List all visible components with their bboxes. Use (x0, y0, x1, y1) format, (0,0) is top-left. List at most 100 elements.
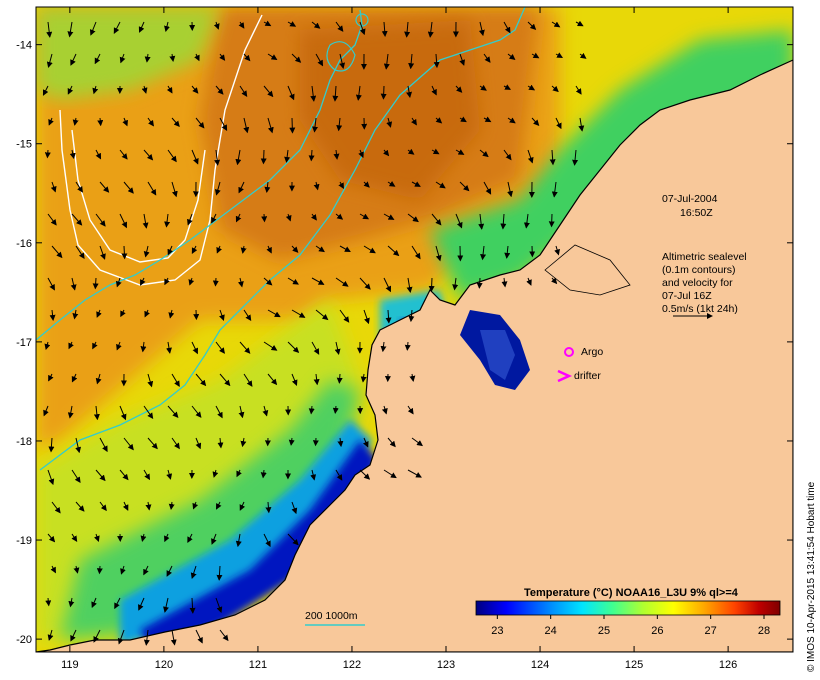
velocity-arrow (166, 85, 173, 94)
lat-tick-label: -18 (16, 436, 32, 448)
velocity-arrow (212, 469, 219, 478)
velocity-arrow (217, 437, 224, 449)
velocity-arrow (44, 149, 51, 159)
velocity-arrow (360, 373, 367, 383)
velocity-arrow (119, 149, 128, 160)
velocity-arrow (67, 21, 74, 38)
velocity-arrow (380, 85, 387, 100)
velocity-arrow (219, 117, 228, 132)
velocity-arrow (72, 309, 79, 320)
velocity-arrow (411, 181, 421, 187)
velocity-arrow (407, 469, 422, 478)
velocity-arrow (339, 309, 350, 323)
velocity-arrow (141, 85, 148, 94)
velocity-arrow (48, 437, 55, 453)
velocity-arrow (143, 405, 154, 420)
velocity-arrow (359, 213, 370, 220)
velocity-arrow (435, 117, 443, 124)
altimetry-line-1: Altimetric sealevel (662, 251, 747, 263)
velocity-arrow (119, 405, 127, 421)
velocity-arrow (455, 213, 463, 229)
velocity-arrow (338, 181, 344, 189)
velocity-arrow (119, 213, 127, 229)
colorbar-tick-label: 25 (598, 625, 610, 637)
lon-tick-label: 122 (343, 659, 361, 671)
velocity-arrow (95, 213, 106, 227)
velocity-arrow (145, 501, 152, 511)
velocity-arrow (267, 53, 278, 61)
velocity-arrow (143, 149, 154, 161)
velocity-arrow (406, 85, 413, 99)
velocity-arrow (92, 341, 98, 350)
velocity-arrow (89, 21, 97, 36)
velocity-arrow (263, 533, 271, 548)
velocity-arrow (383, 149, 390, 157)
lat-tick-label: -14 (16, 40, 32, 52)
velocity-arrow (335, 213, 344, 220)
velocity-arrow (313, 181, 320, 191)
velocity-arrow (503, 84, 512, 90)
velocity-arrow (455, 85, 463, 93)
velocity-arrow (387, 245, 400, 257)
velocity-arrow (122, 117, 128, 127)
velocity-arrow (164, 213, 171, 228)
velocity-arrow (147, 117, 154, 127)
depth-contour-1000m (36, 9, 363, 341)
velocity-arrow (147, 181, 157, 196)
velocity-arrow (46, 53, 53, 68)
velocity-arrow (219, 373, 231, 387)
velocity-arrow (167, 149, 177, 163)
velocity-arrow (96, 565, 103, 575)
velocity-arrow (75, 437, 82, 454)
velocity-arrow (71, 469, 81, 484)
sealevel-contour (71, 129, 206, 263)
velocity-arrow (291, 53, 302, 63)
velocity-arrow (219, 309, 225, 321)
velocity-arrow (91, 597, 97, 609)
velocity-arrow (191, 245, 198, 254)
lon-tick-label: 119 (61, 659, 79, 671)
plot-frame (35, 6, 794, 653)
velocity-arrow (73, 565, 80, 574)
velocity-arrow (166, 469, 173, 480)
velocity-arrow (45, 597, 52, 607)
velocity-arrow (265, 501, 272, 514)
velocity-arrow (337, 437, 344, 448)
velocity-arrow (291, 373, 298, 386)
velocity-arrow (409, 373, 416, 382)
velocity-arrow (363, 437, 369, 448)
velocity-arrow (291, 309, 306, 318)
velocity-arrow (428, 277, 435, 293)
sealevel-contour (59, 14, 263, 286)
velocity-arrow (288, 437, 295, 446)
velocity-arrow (427, 21, 434, 38)
velocity-arrow (99, 181, 110, 193)
velocity-arrow (192, 501, 199, 510)
velocity-arrow (334, 341, 341, 356)
velocity-arrow (501, 277, 508, 288)
lon-tick-label: 121 (249, 659, 267, 671)
velocity-arrow (263, 277, 273, 286)
velocity-arrow (143, 565, 149, 576)
velocity-arrow (263, 341, 278, 351)
depth-legend: 200 1000m (305, 610, 365, 626)
velocity-arrow (166, 341, 172, 354)
velocity-arrow (387, 181, 396, 187)
colorbar-tick-label: 27 (705, 625, 717, 637)
velocity-arrow (551, 21, 561, 28)
velocity-arrow (43, 405, 49, 417)
velocity-arrow (381, 405, 388, 415)
lat-tick-label: -19 (16, 535, 32, 547)
velocity-arrow (171, 437, 180, 450)
lat-tick-label: -20 (16, 634, 32, 646)
velocity-arrow (459, 116, 467, 123)
velocity-arrow (478, 21, 485, 37)
velocity-arrow (260, 469, 267, 479)
velocity-arrow (531, 117, 540, 126)
velocity-arrow (287, 533, 299, 546)
velocity-arrow (363, 181, 370, 188)
colorbar-tick-label: 28 (758, 625, 770, 637)
velocity-arrow (243, 373, 253, 387)
velocity-arrow (237, 277, 244, 288)
velocity-arrow (214, 149, 221, 166)
